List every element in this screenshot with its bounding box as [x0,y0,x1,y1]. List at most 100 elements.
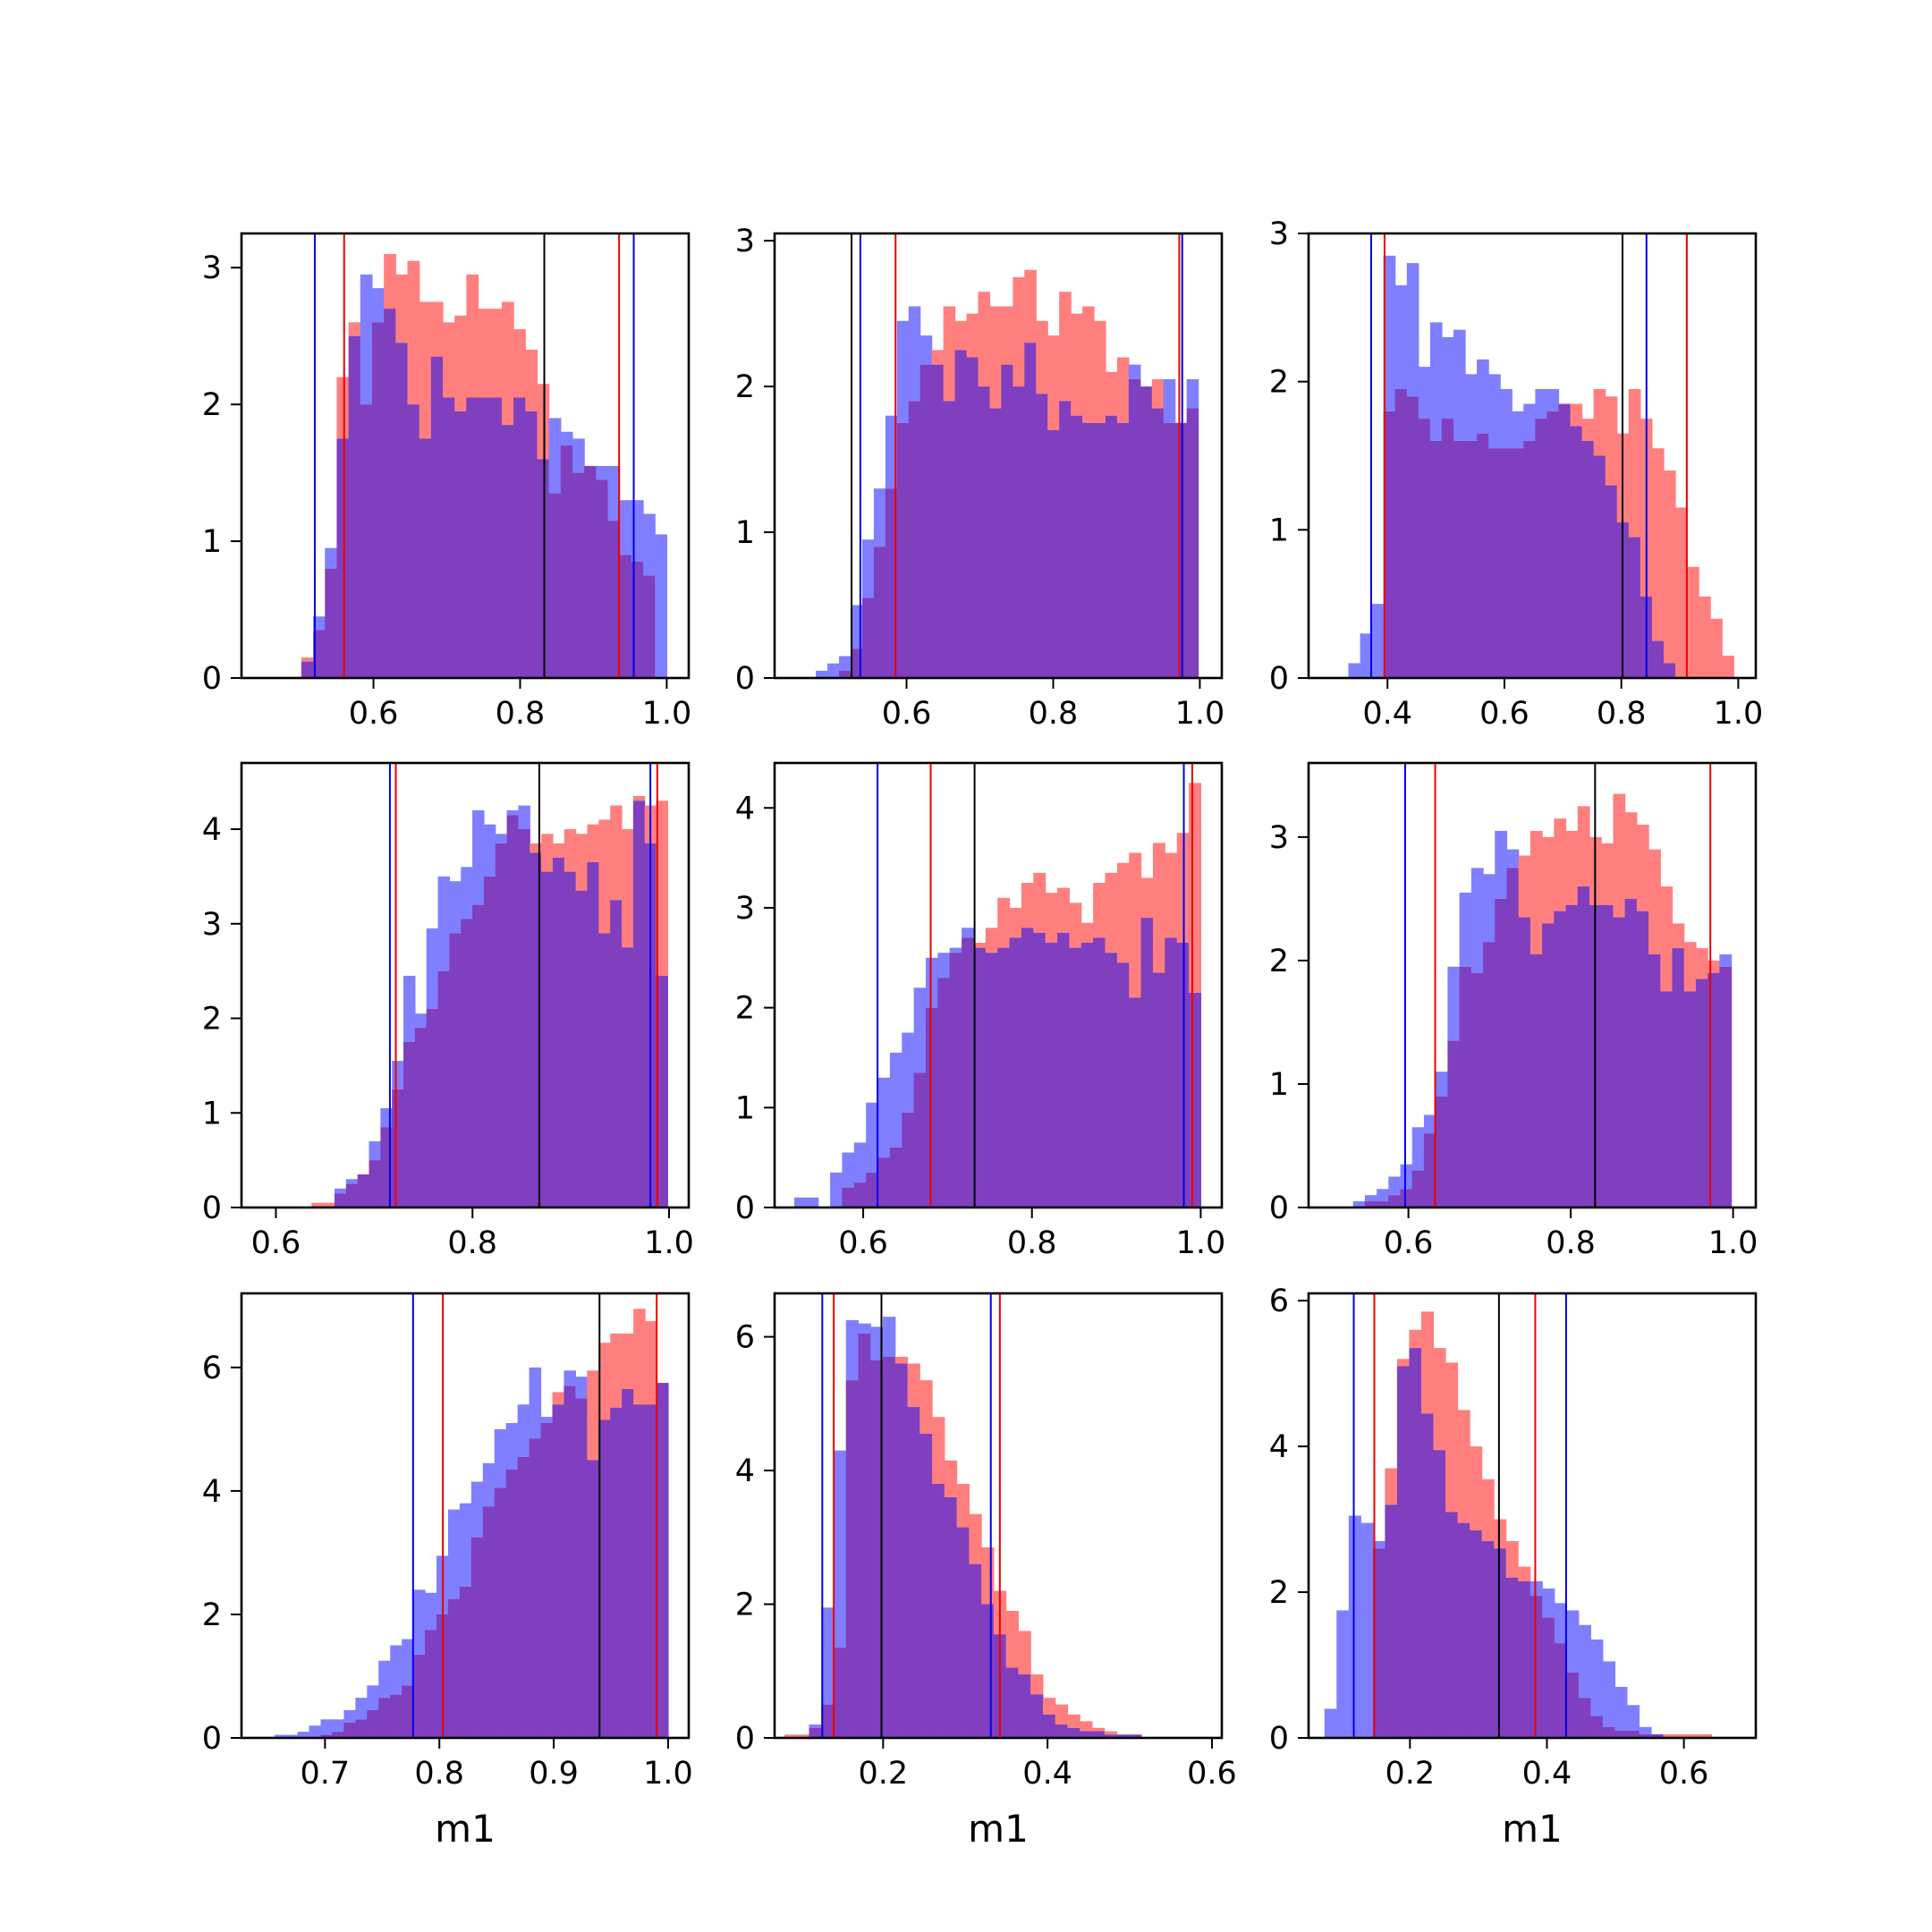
bar-overlap [1590,1716,1604,1738]
bar-red [919,1380,933,1434]
bar-blue [793,1197,807,1208]
bar-overlap [833,1648,847,1738]
y-tick-label: 1 [202,1096,222,1131]
bar-overlap [1624,898,1638,1208]
bar-overlap [1453,440,1466,678]
bar-blue [459,1503,472,1587]
bar-red [796,1734,810,1738]
bar-overlap [343,1722,356,1738]
bar-blue [309,1725,322,1738]
bar-red [645,1321,657,1405]
bar-red [1554,818,1567,911]
bar-overlap [861,597,875,678]
y-tick-label: 2 [735,369,755,405]
bar-blue [482,1462,496,1507]
bar-overlap [1067,1727,1080,1738]
bar-overlap [320,1734,334,1738]
bar-overlap [1104,1734,1118,1738]
bar-red [1055,1704,1069,1725]
bar-blue [274,1734,287,1738]
bar-overlap [1377,1201,1389,1208]
bar-overlap [902,1112,915,1208]
bar-overlap [1530,953,1543,1208]
bar-blue [1546,388,1560,411]
bar-overlap [1570,426,1583,678]
y-tick-label: 2 [735,1588,755,1623]
bar-overlap [1457,1522,1470,1738]
bar-blue [426,928,439,1009]
bar-red [1481,1479,1495,1542]
bar-overlap [839,670,852,678]
y-tick-label: 3 [735,891,755,927]
bar-red [1651,448,1665,641]
bar-overlap [482,1506,496,1738]
plot-frame [240,232,691,680]
bar-blue [1506,849,1520,869]
bar-overlap [1500,448,1513,678]
bar-red [997,897,1011,948]
bar-blue [343,1709,356,1723]
y-tick-label: 4 [202,1474,222,1510]
bar-red [1151,378,1165,409]
bar-blue [494,1428,507,1488]
bar-overlap [525,411,538,678]
bar-red [1129,852,1142,998]
bar-blue [816,670,828,678]
bar-overlap [506,815,520,1208]
bar-overlap [541,871,554,1208]
bar-overlap [548,493,562,678]
bar-overlap [1140,918,1154,1208]
bar-blue [896,320,910,423]
bar-red [1660,886,1674,992]
x-tick-label: 0.8 [1029,696,1079,732]
bar-red [1071,313,1083,416]
bar-blue [1423,1114,1436,1134]
bar-overlap [1042,1714,1056,1738]
bar-overlap [1116,962,1130,1208]
bar-red [1104,1731,1118,1735]
bar-overlap [894,1363,909,1738]
bar-overlap [369,1160,381,1208]
bar-overlap [883,1357,896,1738]
bar-red [598,1343,611,1420]
bar-red [1045,893,1058,944]
bar-blue [425,1592,437,1631]
bar-red [1663,1733,1676,1738]
bar-blue [937,953,951,979]
x-tick-label: 0.7 [301,1756,351,1792]
y-tick-label: 6 [735,1320,755,1356]
bar-overlap [1024,343,1037,678]
bar-overlap [1566,1672,1580,1738]
bar-blue [1447,966,1461,1041]
bar-red [1189,783,1202,993]
bar-red [336,377,350,439]
bar-red [1001,306,1013,365]
bar-blue [1364,1195,1377,1202]
bar-overlap [378,1698,391,1738]
bar-overlap [1518,917,1531,1208]
bar-overlap [981,1604,995,1738]
bar-red [1059,292,1072,402]
bar-overlap [395,343,409,678]
bar-overlap [1505,1577,1519,1738]
bar-red [1601,843,1614,905]
x-tick-label: 0.6 [1187,1756,1237,1792]
bar-overlap [1047,429,1060,678]
bar-overlap [313,630,326,678]
bar-overlap [1506,868,1520,1208]
bar-blue [1500,388,1513,449]
bar-overlap [973,947,987,1208]
bar-blue [596,465,609,480]
bar-overlap [896,422,910,678]
plot-frame [240,1292,691,1740]
bar-overlap [1429,440,1443,678]
y-tick-label: 2 [1269,944,1289,979]
panel-4: 0.6 0.8 1.0 0 1 2 3 4 [202,761,694,1261]
bar-blue [1418,367,1431,419]
x-axis-label: m1 [968,1807,1029,1851]
bar-overlap [413,1654,426,1738]
bar-blue [1523,403,1536,441]
bar-blue [643,513,656,576]
bar-blue [870,1326,884,1360]
bar-overlap [449,933,462,1208]
